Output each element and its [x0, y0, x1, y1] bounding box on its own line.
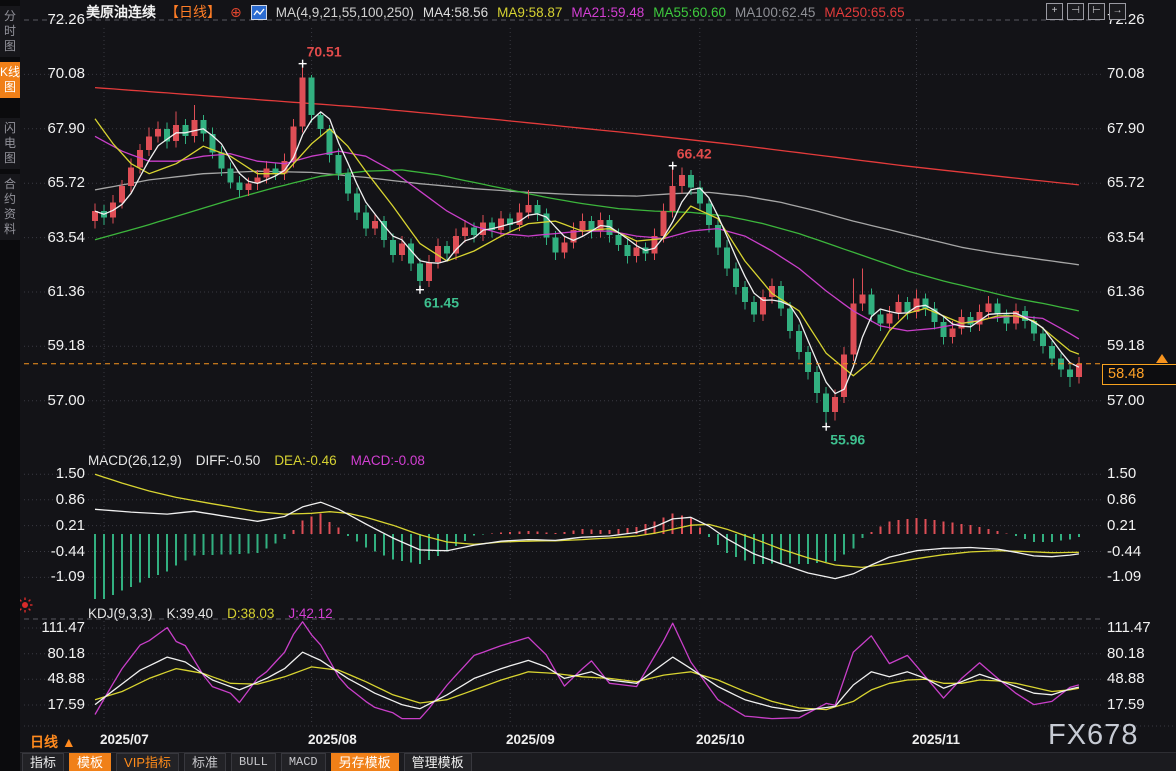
axis-tick-label: 65.72 [1107, 174, 1145, 191]
ma250-value: MA250:65.65 [824, 4, 905, 20]
axis-tick-label: 67.90 [1107, 120, 1145, 137]
axis-tick-label: 0.86 [1107, 491, 1137, 508]
axis-tick-label: 61.36 [47, 283, 85, 300]
axis-tick-label: 72.26 [47, 11, 85, 28]
date-label: 2025/07 [100, 732, 149, 747]
crosshair-move-icon[interactable]: + [1046, 3, 1063, 20]
tab-bull[interactable]: BULL [231, 753, 276, 771]
axis-tick-label: 59.18 [47, 337, 85, 354]
kdj-header: KDJ(9,3,3) K:39.40 D:38.03 J:42.12 [88, 606, 333, 621]
kdj-j-value: J:42.12 [288, 606, 333, 621]
axis-tick-label: 63.54 [1107, 229, 1145, 246]
kdj-title[interactable]: KDJ(9,3,3) [88, 606, 153, 621]
axis-tick-label: 1.50 [55, 465, 85, 482]
axis-tick-label: 63.54 [47, 229, 85, 246]
sidebar-tab-flash[interactable]: 闪电图 [0, 118, 20, 169]
ma9-value: MA9:58.87 [497, 4, 563, 20]
macd-diff-value: DIFF:-0.50 [195, 453, 261, 468]
axis-tick-label: 48.88 [47, 670, 85, 687]
tab-templates[interactable]: 模板 [69, 753, 112, 771]
axis-tick-label: 80.18 [1107, 645, 1145, 662]
tab-standard[interactable]: 标准 [184, 753, 227, 771]
macd-dea-value: DEA:-0.46 [274, 453, 337, 468]
left-sidebar: 分时图 K线图 闪电图 合约资料 [0, 0, 20, 771]
macd-macd-value: MACD:-0.08 [350, 453, 425, 468]
tab-vip-indicators[interactable]: VIP指标 [116, 753, 179, 771]
axis-tick-label: 1.50 [1107, 465, 1137, 482]
axis-tick-label: 48.88 [1107, 670, 1145, 687]
axis-tick-label: 70.08 [1107, 65, 1145, 82]
axis-tick-label: 17.59 [1107, 696, 1145, 713]
ma4-value: MA4:58.56 [422, 4, 489, 20]
axis-tick-label: 80.18 [47, 645, 85, 662]
symbol-name: 美原油连续 [86, 4, 156, 20]
axis-tick-label: 0.21 [55, 517, 85, 534]
axis-tick-label: 70.08 [47, 65, 85, 82]
tab-indicators[interactable]: 指标 [22, 753, 65, 771]
indicator-chart-icon[interactable] [250, 4, 267, 20]
sidebar-tab-timeshare[interactable]: 分时图 [0, 6, 20, 57]
axis-tick-label: 67.90 [47, 120, 85, 137]
ma-settings-label[interactable]: MA(4,9,21,55,100,250) [275, 4, 414, 20]
axis-tick-label: 57.00 [47, 392, 85, 409]
axis-tick-label: 111.47 [41, 619, 85, 636]
axis-tick-label: 61.36 [1107, 283, 1145, 300]
kdj-d-value: D:38.03 [227, 606, 275, 621]
ma100-value: MA100:62.45 [735, 4, 816, 20]
price-up-arrow-icon [1156, 354, 1168, 363]
fx678-watermark: FX678 [1048, 719, 1139, 751]
last-price-tag: 58.48 [1102, 364, 1176, 385]
svg-text:66.42: 66.42 [677, 146, 712, 162]
axis-tick-label: -0.44 [1107, 543, 1142, 560]
ma55-value: MA55:60.60 [653, 4, 727, 20]
chart-title-row: 美原油连续 【日线】 ⊕ MA(4,9,21,55,100,250) MA4:5… [86, 3, 905, 21]
axis-right-icon[interactable]: ⊢ [1088, 3, 1105, 20]
axis-left-icon[interactable]: ⊣ [1067, 3, 1084, 20]
kdj-k-value: K:39.40 [166, 606, 214, 621]
svg-text:61.45: 61.45 [424, 295, 459, 311]
tab-manage-template[interactable]: 管理模板 [403, 753, 472, 771]
date-label: 2025/08 [308, 732, 357, 747]
axis-tick-label: 111.47 [1107, 619, 1151, 636]
chart-toolbar: + ⊣ ⊢ → [1046, 3, 1126, 20]
axis-tick-label: 0.86 [55, 491, 85, 508]
axis-tick-label: -0.44 [50, 543, 85, 560]
tab-save-template[interactable]: 另存模板 [330, 753, 399, 771]
link-icon[interactable]: ⊕ [230, 3, 242, 20]
date-label: 2025/11 [912, 732, 961, 747]
axis-tick-label: 17.59 [47, 696, 85, 713]
axis-tick-label: 65.72 [47, 174, 85, 191]
period-selector[interactable]: 日线 ▲ [30, 734, 76, 750]
axis-tick-label: -1.09 [50, 568, 85, 585]
period-tag[interactable]: 【日线】 [165, 4, 221, 20]
tab-macd[interactable]: MACD [280, 753, 326, 771]
macd-title[interactable]: MACD(26,12,9) [88, 453, 182, 468]
axis-tick-label: 57.00 [1107, 392, 1145, 409]
template-tabs-bar: 指标 模板 VIP指标 标准 BULL MACD 另存模板 管理模板 [20, 752, 1176, 771]
date-label: 2025/09 [506, 732, 555, 747]
axis-tick-label: 59.18 [1107, 337, 1145, 354]
svg-text:70.51: 70.51 [307, 44, 342, 60]
sidebar-tab-kline[interactable]: K线图 [0, 62, 20, 98]
axis-tick-label: 0.21 [1107, 517, 1137, 534]
date-label: 2025/10 [696, 732, 745, 747]
pan-right-icon[interactable]: → [1109, 3, 1126, 20]
axis-tick-label: -1.09 [1107, 568, 1142, 585]
ma21-value: MA21:59.48 [571, 4, 645, 20]
svg-text:55.96: 55.96 [830, 432, 865, 448]
sidebar-tab-contract-info[interactable]: 合约资料 [0, 174, 20, 240]
macd-header: MACD(26,12,9) DIFF:-0.50 DEA:-0.46 MACD:… [88, 453, 425, 468]
